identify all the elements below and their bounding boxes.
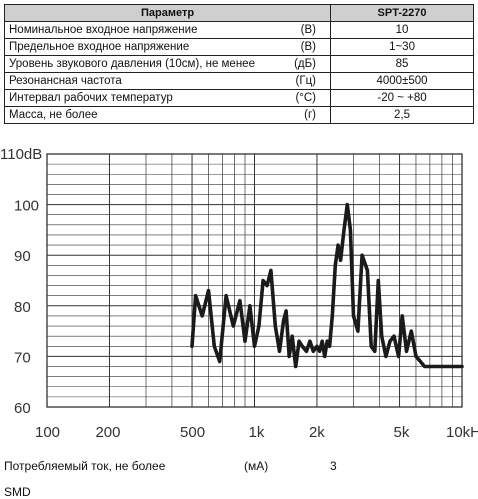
row-param: Масса, не более — [4, 106, 267, 124]
frequency-response-chart: 110dB100908070601002005001k2k5k10kHz — [0, 146, 478, 441]
x-tick-label: 100 — [35, 424, 60, 441]
x-tick-label: 500 — [180, 424, 205, 441]
x-tick-label: 200 — [95, 424, 120, 441]
row-value: 1~30 — [330, 38, 475, 56]
chart-tick-labels: 110dB100908070601002005001k2k5k10kHz — [0, 146, 478, 441]
header-model: SPT-2270 — [330, 4, 475, 22]
chart-series — [190, 202, 464, 369]
row-unit: (дБ) — [266, 55, 332, 73]
x-tick-label: 2k — [309, 424, 325, 441]
table-row: Уровень звукового давления (10см), не ме… — [4, 55, 475, 73]
row-param: Уровень звукового давления (10см), не ме… — [4, 55, 267, 73]
row-param: Номинальное входное напряжение — [4, 21, 267, 39]
header-param: Параметр — [3, 4, 332, 22]
row-unit: (В) — [266, 21, 332, 39]
row-value: 4000±500 — [330, 72, 475, 90]
x-tick-label: 10kHz — [446, 424, 478, 441]
y-tick-label: 60 — [14, 400, 31, 417]
x-tick-label: 1k — [249, 424, 265, 441]
row-unit: (°С) — [266, 89, 332, 107]
chart-grid — [46, 153, 463, 408]
y-tick-label: 70 — [14, 349, 31, 366]
series-line — [190, 202, 464, 369]
row-param: Предельное входное напряжение — [4, 38, 267, 56]
table-row: Предельное входное напряжение (В) 1~30 — [4, 38, 475, 56]
spec-table-header: Параметр SPT-2270 — [3, 4, 475, 22]
table-row: Масса, не более (г) 2,5 — [4, 106, 475, 124]
table-row: Номинальное входное напряжение (В) 10 — [4, 21, 475, 39]
row-value: 2,5 — [330, 106, 475, 124]
table-row: Интервал рабочих температур (°С) -20 ~ +… — [4, 89, 475, 107]
current-value: 3 — [330, 459, 337, 473]
y-tick-label: 110dB — [0, 146, 42, 163]
row-param: Резонансная частота — [4, 72, 267, 90]
row-unit: (г) — [266, 106, 332, 124]
y-tick-label: 80 — [14, 299, 31, 316]
x-tick-label: 5k — [394, 424, 410, 441]
row-param: Интервал рабочих температур — [4, 89, 267, 107]
current-unit: (мА) — [244, 459, 269, 473]
row-unit: (В) — [266, 38, 332, 56]
current-label: Потребляемый ток, не более — [4, 459, 166, 473]
row-value: -20 ~ +80 — [330, 89, 475, 107]
table-row: Резонансная частота (Гц) 4000±500 — [4, 72, 475, 90]
y-tick-label: 100 — [14, 198, 39, 215]
spec-table: Параметр SPT-2270 Номинальное входное на… — [3, 4, 475, 124]
row-unit: (Гц) — [266, 72, 332, 90]
y-tick-label: 90 — [14, 248, 31, 265]
row-value: 85 — [330, 55, 475, 73]
mount-type: SMD — [4, 485, 31, 499]
row-value: 10 — [330, 21, 475, 39]
